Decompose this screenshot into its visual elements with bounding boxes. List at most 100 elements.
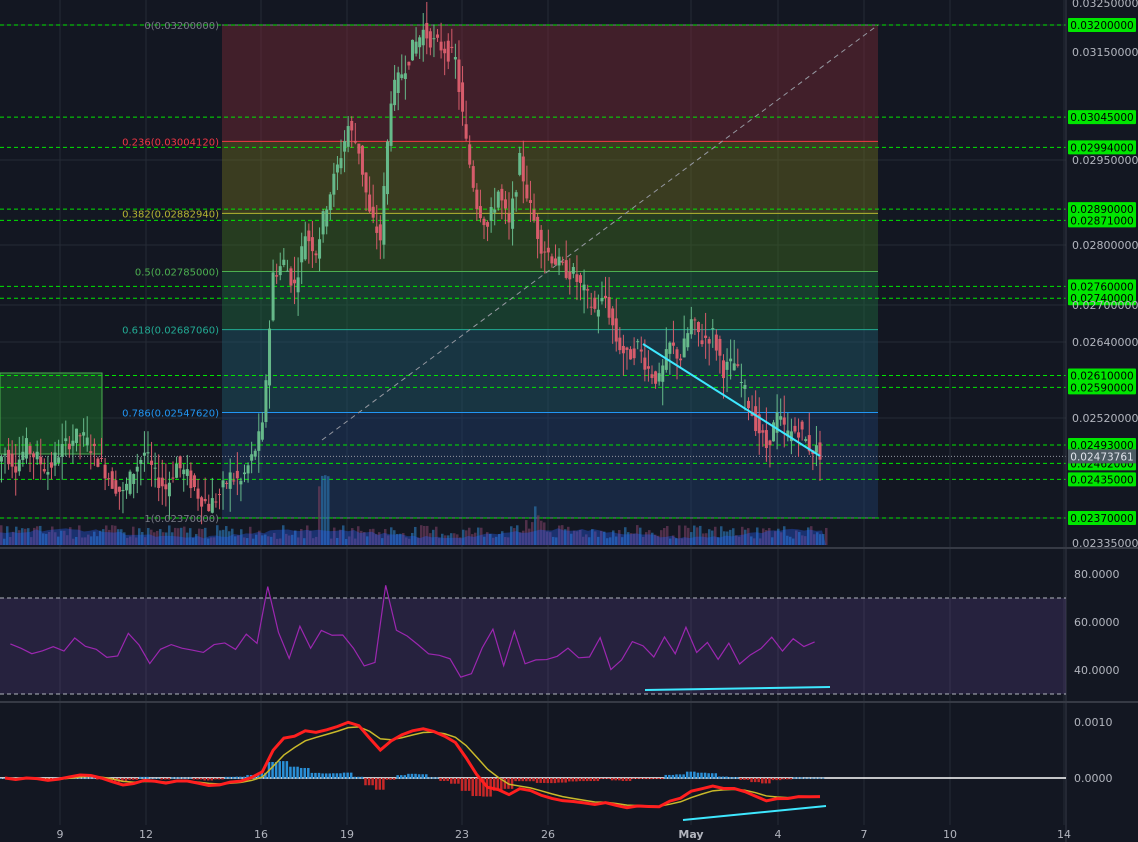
volume-bar	[321, 475, 324, 545]
macd-hist-bar	[364, 778, 367, 786]
volume-bar	[63, 530, 66, 545]
volume-bar	[717, 537, 720, 545]
candle-body	[35, 451, 39, 460]
volume-bar	[432, 529, 435, 545]
volume-bar	[690, 532, 693, 545]
volume-bar	[378, 532, 381, 545]
volume-bar	[699, 525, 702, 545]
y-tick-6: 0.02520000	[1072, 412, 1138, 425]
volume-bar	[411, 532, 414, 545]
macd-hist-bar	[707, 773, 710, 779]
macd-hist-bar	[725, 776, 728, 779]
macd-hist-bar	[714, 773, 718, 779]
volume-bar	[351, 528, 354, 545]
volume-bar	[15, 526, 18, 545]
volume-bar	[3, 538, 6, 545]
volume-bar	[525, 520, 528, 545]
volume-bar	[570, 533, 573, 545]
candle-body	[579, 275, 583, 283]
candle-body	[789, 431, 793, 442]
macd-hist-bar	[660, 778, 664, 780]
price-badge-text-8: 0.02590000	[1070, 382, 1133, 394]
price-badge-5	[1068, 279, 1136, 294]
macd-hist-bar	[189, 777, 192, 779]
macd-hist-bar	[671, 774, 675, 779]
volume-bar	[66, 535, 69, 545]
volume-bar	[801, 535, 804, 545]
volume-bar	[495, 536, 498, 545]
macd-hist-bar	[703, 772, 707, 779]
macd-hist-bar	[535, 778, 539, 783]
macd-hist-bar	[307, 767, 310, 779]
candle-body	[582, 284, 586, 291]
macd-hist-bar	[685, 771, 689, 779]
macd-hist-bar	[517, 778, 521, 782]
volume-bar	[669, 538, 672, 545]
macd-hist-bar	[299, 767, 303, 779]
volume-bar	[342, 525, 345, 545]
volume-bar	[633, 533, 636, 545]
volume-bar	[171, 532, 174, 545]
macd-hist-bar	[593, 778, 596, 782]
macd-hist-bar	[560, 778, 564, 783]
volume-bar	[132, 526, 135, 545]
fibonacci-retracement[interactable]	[222, 24, 878, 519]
macd-hist-bar	[85, 777, 88, 779]
volume-bar	[813, 534, 816, 545]
macd-hist-bar	[174, 777, 178, 779]
macd-panel[interactable]: 0.0010 0.0000	[0, 716, 1113, 821]
price-axis[interactable]: 0.03200000 0.03045000 0.02994000 0.02890000…	[1068, 0, 1138, 550]
candle-body	[232, 480, 236, 482]
macd-hist-bar	[285, 761, 289, 779]
macd-hist-bar	[678, 774, 682, 779]
candle-body	[696, 322, 700, 333]
time-axis[interactable]: 9 12 16 19 23 26 May 4 7 10 14	[57, 828, 1072, 841]
price-badge-text-4: 0.02871000	[1070, 215, 1133, 227]
volume-bar	[309, 531, 312, 545]
macd-hist-bar	[657, 778, 660, 780]
candle-body	[611, 308, 615, 326]
candle-body	[39, 456, 43, 465]
macd-hist-bar	[128, 778, 131, 780]
candle-body	[228, 472, 232, 489]
volume-bar	[348, 536, 351, 545]
rsi-line	[10, 585, 815, 678]
volume-bar	[39, 525, 42, 545]
volume-bar	[489, 533, 492, 545]
macd-hist-bar	[231, 776, 235, 779]
macd-hist-bar	[371, 778, 374, 786]
trend-line-main[interactable]	[642, 343, 821, 457]
rsi-tick-0: 80.0000	[1074, 568, 1120, 581]
candle-body	[425, 22, 429, 39]
candle-body	[207, 503, 211, 512]
volume-bar	[258, 530, 261, 545]
fib-zone-4	[222, 329, 878, 413]
volume-bar	[579, 529, 582, 545]
macd-hist-bar	[92, 777, 96, 779]
candle-body	[507, 213, 511, 223]
candle-body	[768, 440, 772, 446]
candle-body	[414, 41, 418, 54]
candle-body	[436, 34, 440, 38]
volume-bar	[771, 537, 774, 545]
candle-body	[643, 357, 647, 370]
macd-hist-bar	[614, 778, 617, 781]
fib-zone-3	[222, 271, 878, 330]
volume-bar	[270, 536, 273, 545]
candle-body	[793, 425, 797, 432]
volume-bar	[312, 538, 315, 545]
volume-bar	[573, 530, 576, 545]
volume-bar	[483, 536, 486, 545]
candle-body	[28, 445, 32, 454]
volume-bar	[462, 529, 465, 545]
macd-hist-bar	[821, 777, 825, 779]
rsi-panel[interactable]: 80.0000 60.0000 40.0000	[0, 568, 1120, 695]
candle-body	[614, 318, 618, 342]
macd-hist-bar	[696, 772, 700, 779]
highlight-zone[interactable]	[0, 372, 103, 455]
volume-bar	[129, 536, 132, 545]
candle-body	[24, 438, 28, 459]
volume-bar	[612, 530, 615, 545]
candle-body	[264, 380, 268, 422]
